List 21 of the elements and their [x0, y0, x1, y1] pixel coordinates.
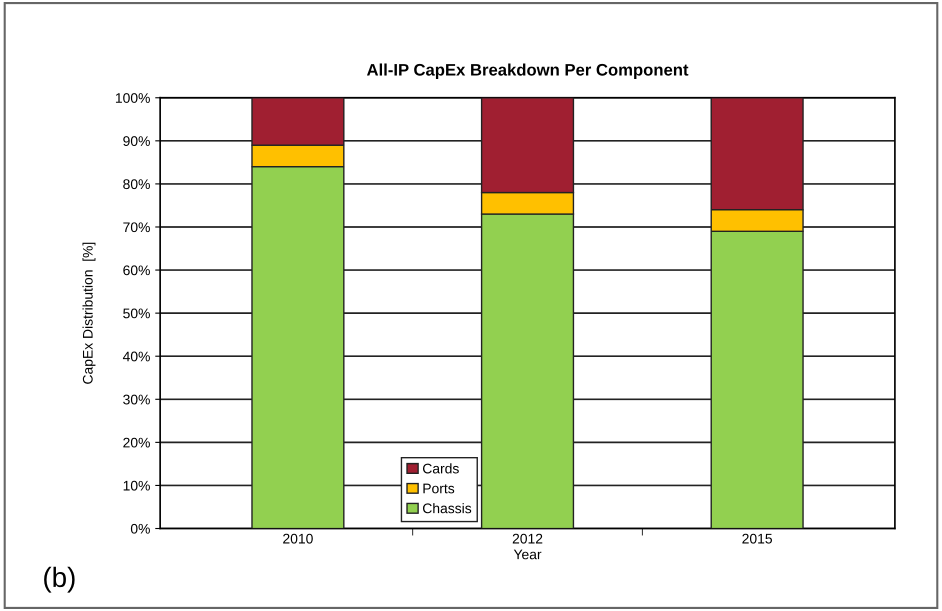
legend-label: Ports — [423, 484, 454, 494]
x-axis-title: Year — [514, 550, 542, 560]
y-axis-title: CapEx Distribution [%] — [82, 242, 96, 384]
y-tick-label: 0% — [130, 524, 150, 534]
text: (b) — [44, 566, 75, 593]
y-tick-label: 60% — [123, 265, 150, 276]
y-tick-label: 100% — [116, 93, 150, 103]
y-tick-label: 50% — [123, 308, 150, 318]
legend-label: Cards — [422, 463, 459, 474]
y-tick-label: 70% — [123, 222, 150, 232]
y-tick-label: 80% — [123, 179, 150, 190]
x-tick-label: 2010 — [283, 534, 313, 544]
y-tick-label: 30% — [123, 394, 150, 404]
legend-label: Chassis — [422, 503, 472, 514]
y-tick-label: 40% — [122, 352, 150, 362]
x-tick-label: 2012 — [512, 534, 542, 544]
y-tick-label: 20% — [123, 438, 150, 448]
y-tick-label: 90% — [123, 136, 150, 146]
y-tick-label: 10% — [124, 480, 150, 491]
x-tick-label: 2015 — [742, 534, 772, 544]
chart-title: All-IP CapEx Breakdown Per Component — [366, 63, 688, 79]
